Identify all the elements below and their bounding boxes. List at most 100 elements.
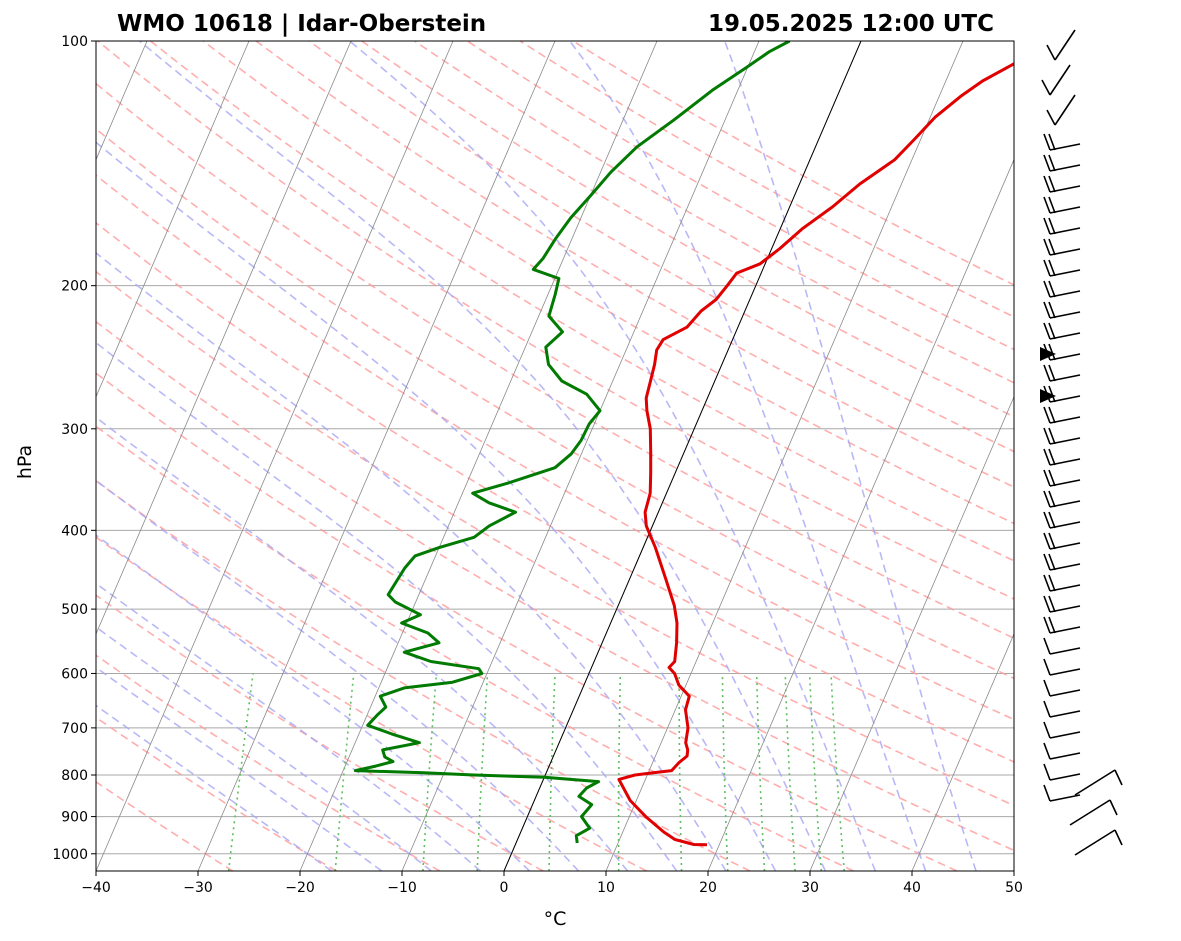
y-tick-label: 400 xyxy=(61,523,88,539)
y-tick-label: 800 xyxy=(61,768,88,784)
wind-barb-feather xyxy=(1043,322,1051,340)
wind-barb-feather xyxy=(1043,784,1051,802)
plot-frame xyxy=(95,40,1015,872)
wind-barb-feather xyxy=(1043,763,1051,781)
wind-barb-staff xyxy=(1074,829,1116,856)
wind-barb xyxy=(1040,385,1081,403)
isotherm-line xyxy=(605,41,964,871)
moist-adiabat-line xyxy=(96,416,629,871)
wind-barb-feather xyxy=(1043,175,1051,193)
datetime-title: 19.05.2025 12:00 UTC xyxy=(708,11,994,37)
y-tick-label: 1000 xyxy=(52,847,88,863)
isotherm-line xyxy=(96,41,250,398)
dry-adiabat-line xyxy=(96,320,1014,852)
wind-barb-feather xyxy=(1043,679,1051,697)
temperature-profile xyxy=(617,62,1014,847)
wind-barb-staff xyxy=(1069,799,1111,826)
isotherm-line xyxy=(401,41,760,871)
moist-adiabat-line xyxy=(96,534,531,871)
dry-adiabat-line xyxy=(96,780,234,871)
dry-adiabat-line xyxy=(96,270,1014,807)
moist-adiabat-line xyxy=(723,41,977,871)
mixing-ratio-line xyxy=(721,673,729,871)
wind-barb-feather xyxy=(1048,490,1056,508)
wind-barb-staff xyxy=(1049,773,1081,781)
wind-barb-feather xyxy=(1048,616,1056,634)
wind-barb-feather xyxy=(1048,343,1056,361)
mixing-ratio-line xyxy=(548,673,556,871)
dry-adiabat-line xyxy=(150,41,1014,562)
isotherm-line xyxy=(809,395,1014,871)
wind-barb-feather xyxy=(1043,301,1051,319)
wind-barb-feather xyxy=(1048,574,1056,592)
isotherm-line xyxy=(707,158,1014,871)
wind-barb-staff xyxy=(1074,769,1116,796)
dry-adiabat-line xyxy=(308,41,1014,453)
y-tick-label: 500 xyxy=(61,602,88,618)
wind-barb-feather xyxy=(1043,490,1051,508)
wind-barb-feather xyxy=(1043,406,1051,424)
station-title: WMO 10618 | Idar-Oberstein xyxy=(117,11,486,37)
plot-area xyxy=(96,41,1014,871)
wind-barb xyxy=(1040,343,1081,361)
wind-barb xyxy=(1043,406,1081,424)
wind-barb xyxy=(1043,679,1081,697)
wind-barb xyxy=(1043,763,1081,781)
wind-barb-staff xyxy=(1049,710,1081,718)
isotherm-line xyxy=(911,632,1014,871)
wind-barb xyxy=(1043,721,1081,739)
wind-barb-feather xyxy=(1048,238,1056,256)
mixing-ratio-line xyxy=(334,673,355,871)
y-tick-label: 100 xyxy=(61,34,88,50)
wind-barb-feather xyxy=(1048,511,1056,529)
wind-barb-feather xyxy=(1048,217,1056,235)
wind-barb-staff xyxy=(1049,647,1081,655)
dewpoint-profile xyxy=(353,41,791,844)
moist-adiabats xyxy=(96,41,977,871)
wind-barb-feather xyxy=(1048,280,1056,298)
wind-barb xyxy=(1043,175,1081,193)
wind-barb-feather xyxy=(1048,385,1056,403)
wind-barb-feather xyxy=(1043,280,1051,298)
isotherm-line xyxy=(96,41,454,871)
wind-barb-staff xyxy=(1049,689,1081,697)
mixing-ratio-line xyxy=(617,673,622,871)
wind-barb-feather xyxy=(1048,553,1056,571)
wind-barb-staff xyxy=(1049,731,1081,739)
dry-adiabat-line xyxy=(202,41,1014,525)
wind-barb xyxy=(1043,742,1081,760)
x-tick-label: 50 xyxy=(1005,880,1023,896)
x-tick-label: −30 xyxy=(183,880,213,896)
wind-barb xyxy=(1043,301,1081,319)
wind-barb-staff xyxy=(1049,794,1081,802)
mixing-ratio-line xyxy=(476,673,489,871)
wind-barb xyxy=(1043,490,1081,508)
wind-barb xyxy=(1043,196,1081,214)
mixing-ratio-line xyxy=(830,673,845,871)
mixing-ratio-lines xyxy=(227,673,845,871)
wind-barb-feather xyxy=(1043,658,1051,676)
wind-barb-feather xyxy=(1043,217,1051,235)
moist-adiabat-line xyxy=(139,41,827,871)
wind-barb xyxy=(1043,511,1081,529)
y-tick-label: 600 xyxy=(61,666,88,682)
wind-barb xyxy=(1043,322,1081,340)
wind-barb xyxy=(1074,769,1123,796)
moist-adiabat-line xyxy=(96,479,580,871)
wind-barb-staff xyxy=(1054,29,1076,61)
wind-barb-feather xyxy=(1046,44,1056,61)
wind-barb xyxy=(1043,154,1081,172)
wind-barb-feather xyxy=(1043,574,1051,592)
x-tick-label: 40 xyxy=(903,880,921,896)
wind-barb xyxy=(1043,658,1081,676)
dry-adiabat-line xyxy=(96,221,1014,763)
wind-barb-feather xyxy=(1043,364,1051,382)
wind-barb-feather xyxy=(1048,406,1056,424)
dry-adiabat-line xyxy=(96,127,1014,680)
mixing-ratio-line xyxy=(808,673,823,871)
x-axis-label: °C xyxy=(544,908,567,930)
wind-barb xyxy=(1046,94,1076,126)
wind-barb xyxy=(1043,700,1081,718)
x-axis-ticks: −40 −30 −20 −10 0 10 20 30 40 50 xyxy=(81,871,1023,896)
x-tick-label: 0 xyxy=(500,880,509,896)
